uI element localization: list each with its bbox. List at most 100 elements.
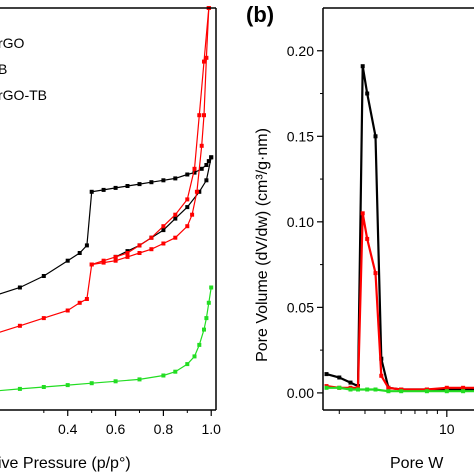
panel-b-series-2-point-8 [424,389,429,394]
panel-a-series-4-point-8 [173,369,178,374]
panel-b-series-0-point-2 [348,380,353,385]
panel-a-series-line-1 [115,157,212,258]
panel-a-series-1-point-5 [161,228,166,233]
panel-a-series-0-point-9 [125,184,130,188]
panel-a-series-3-point-6 [161,224,166,229]
panel-a-series-0-point-7 [101,187,106,192]
panel-a-series-line-4 [0,287,212,392]
panel-a-series-4-point-10 [192,354,197,359]
panel-b-series-1-point-6 [373,271,378,276]
panel-b-series-2-point-9 [444,389,449,394]
panel-b-series-0-point-0 [324,372,329,377]
panel-b-label: (b) [246,2,274,27]
panel-a-series-group [0,6,214,392]
panel-a-series-0-point-16 [199,166,204,171]
panel-b-series-group [324,64,474,394]
panel-a-series-1-point-0 [209,155,214,160]
panel-a-series-4-point-5 [113,379,118,384]
panel-a-series-2-point-16 [194,189,199,194]
panel-a-series-4-point-6 [137,377,142,382]
panel-a-series-4-point-9 [185,362,190,367]
panel-a-series-4-point-14 [206,300,211,305]
panel-a-series-3-point-9 [125,251,130,255]
panel-a-series-0-point-12 [161,178,166,183]
panel-a-series-4-point-2 [41,385,46,389]
panel-a-series-3-point-12 [89,262,94,267]
panel-a-series-2-point-5 [84,297,89,301]
panel-a-series-2-point-17 [199,143,204,148]
panel-b-series-0-point-5 [365,91,370,96]
panel-a-series-4-point-12 [202,327,206,332]
panel-b-series-2-point-6 [386,389,391,394]
panel-a-series-4-point-13 [204,316,209,321]
panel-a-series-0-point-8 [113,185,118,190]
panel-a-series-0-point-3 [65,258,70,263]
panel-a-series-2-point-18 [202,113,206,118]
panel-a-series-4-point-1 [17,386,22,391]
panel-a-series-4-point-7 [161,373,166,378]
panel-b-series-2-point-7 [399,389,404,394]
panel-b-series-1-point-7 [379,373,384,378]
panel-a-series-2-point-13 [173,235,178,240]
panel-a-legend-entry-1: B [0,61,7,77]
panel-a-series-3-point-11 [101,258,106,263]
panel-a-series-line-0 [0,156,212,295]
panel-b-series-2-point-4 [365,387,370,392]
panel-a-series-0-point-13 [173,176,178,181]
panel-a-axes: 0.4 0.6 0.8 1.0 [0,7,221,437]
panel-a-series-2-point-12 [161,241,166,246]
panel-a-series-0-point-14 [185,172,190,177]
panel-a-series-4-point-3 [65,383,70,388]
panel-a-series-1-point-3 [185,205,190,210]
panel-b-y-tick-label-2: 0.10 [287,214,314,230]
panel-a-series-0-point-4 [77,251,82,255]
panel-b-series-1-point-5 [365,236,370,241]
panel-a-series-2-point-3 [65,308,70,313]
panel-a-series-0-point-2 [41,274,46,278]
panel-a-series-2-point-14 [185,224,190,229]
panel-a-series-3-point-5 [173,212,178,217]
panel-a-series-2-point-2 [41,316,46,321]
panel-a-series-0-point-18 [206,159,211,164]
panel-a-series-3-point-3 [192,166,197,171]
panel-b-series-line-1 [326,213,474,391]
panel-a-series-line-2 [0,7,210,333]
panel-b-y-tick-label-1: 0.05 [287,299,314,315]
panel-b: (b) Pore Volume (dV/dw) (cm³/g·nm) 0.00 0… [246,2,474,472]
panel-b-series-1-point-11 [444,385,449,390]
panel-b-series-line-0 [326,66,474,391]
panel-a-series-2-point-11 [149,247,154,252]
panel-a-x-tick-label-1: 0.6 [106,421,126,437]
panel-a-series-3-point-1 [202,59,206,64]
panel-a-series-0-point-17 [204,163,209,167]
panel-b-series-0-point-1 [337,375,342,380]
panel-b-series-2-point-10 [461,389,466,394]
panel-a-series-3-point-7 [149,235,154,240]
panel-a-series-2-point-4 [77,300,82,305]
panel-a-series-3-point-8 [137,243,142,248]
panel-a-series-4-point-4 [89,381,94,386]
panel-b-series-1-point-8 [386,385,391,390]
panel-b-y-tick-label-0: 0.00 [287,385,314,401]
panel-b-series-2-point-2 [348,387,353,392]
panel-a-legend-entry-2: rGO-TB [0,87,47,103]
panel-a-series-3-point-10 [113,254,118,259]
panel-b-y-axis-label: Pore Volume (dV/dw) (cm³/g·nm) [254,128,271,362]
panel-a-series-2-point-15 [190,212,195,217]
panel-b-y-tick-label-4: 0.20 [287,43,314,59]
panel-a-series-3-point-4 [185,197,190,202]
panel-a-series-2-point-1 [17,323,22,328]
panel-a-series-1-point-2 [197,189,202,194]
panel-a-series-0-point-5 [84,243,89,248]
panel-a-series-0-point-10 [137,182,142,187]
panel-a-series-2-point-9 [125,254,130,259]
panel-b-axes: 0.00 0.05 0.10 0.15 0.20 10 [287,7,474,437]
panel-a-series-0-point-15 [192,170,197,175]
panel-a-legend-entry-0: rGO [0,35,25,51]
panel-a-series-2-point-19 [204,55,209,60]
panel-a-series-2-point-8 [113,258,118,263]
panel-b-series-1-point-12 [461,385,466,390]
panel-b-series-0-point-6 [373,134,378,139]
